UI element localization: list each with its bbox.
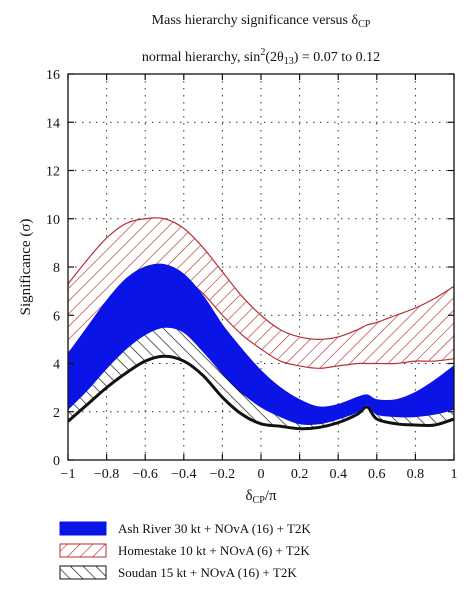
- legend-item-soudan: Soudan 15 kt + NOvA (16) + T2K: [59, 565, 297, 580]
- x-tick-label: 0: [258, 467, 265, 482]
- legend-swatch-ash-river: [59, 521, 107, 536]
- band-homestake: [68, 217, 454, 369]
- x-tick-label: 0.4: [329, 467, 347, 482]
- x-tick-label: −0.8: [94, 467, 119, 482]
- y-tick-label: 16: [46, 68, 60, 83]
- y-tick-label: 14: [46, 116, 60, 131]
- legend-label-ash-river: Ash River 30 kt + NOvA (16) + T2K: [118, 521, 311, 536]
- y-tick-label: 2: [53, 406, 60, 421]
- legend: Ash River 30 kt + NOvA (16) + T2K Homest…: [59, 521, 311, 580]
- x-tick-label: 1: [451, 467, 458, 482]
- ticks-layer: −1 −0.8 −0.6 −0.4 −0.2 0 0.2 0.4 0.6 0.8 102468101…: [46, 68, 458, 482]
- bands-layer: [68, 217, 454, 431]
- band-ash: [68, 263, 454, 426]
- x-tick-label: −1: [61, 467, 76, 482]
- legend-label-soudan: Soudan 15 kt + NOvA (16) + T2K: [118, 565, 297, 580]
- y-tick-label: 10: [46, 213, 60, 228]
- y-axis-label: Significance (σ): [18, 219, 34, 316]
- y-tick-label: 12: [46, 165, 60, 180]
- legend-swatch-homestake: [59, 543, 107, 558]
- legend-item-ash-river: Ash River 30 kt + NOvA (16) + T2K: [59, 521, 311, 536]
- x-tick-label: −0.6: [132, 467, 157, 482]
- y-tick-label: 4: [53, 358, 60, 373]
- y-tick-label: 0: [53, 454, 60, 469]
- chart-title-line2: normal hierarchy, sin2(2θ13) = 0.07 to 0…: [142, 47, 380, 67]
- y-tick-label: 8: [53, 261, 60, 276]
- legend-swatch-soudan: [59, 565, 107, 580]
- y-tick-label: 6: [53, 309, 60, 324]
- x-tick-label: −0.4: [171, 467, 196, 482]
- x-tick-label: −0.2: [210, 467, 235, 482]
- legend-label-homestake: Homestake 10 kt + NOvA (6) + T2K: [118, 543, 310, 558]
- legend-item-homestake: Homestake 10 kt + NOvA (6) + T2K: [59, 543, 310, 558]
- x-tick-label: 0.8: [407, 467, 425, 482]
- chart-title-line1: Mass hierarchy significance versus δCP: [152, 13, 371, 30]
- x-axis-label: δCP/π: [245, 488, 276, 506]
- band-soudan-lower-edge: [68, 354, 454, 431]
- x-tick-label: 0.2: [291, 467, 309, 482]
- x-tick-label: 0.6: [368, 467, 386, 482]
